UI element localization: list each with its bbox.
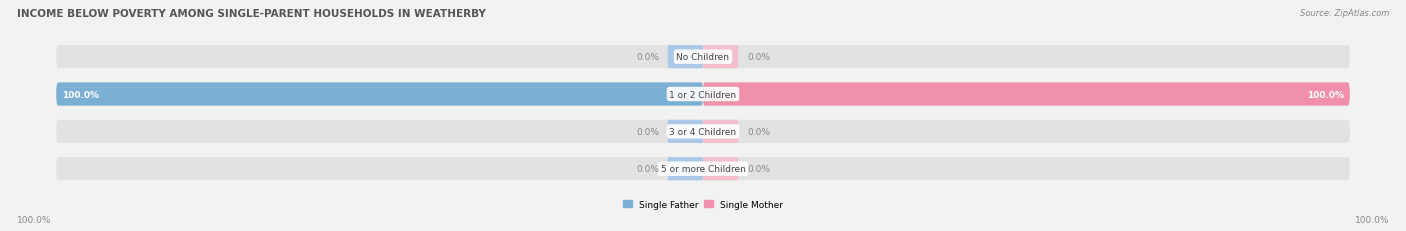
FancyBboxPatch shape	[668, 158, 703, 180]
Text: 0.0%: 0.0%	[747, 127, 770, 136]
Text: 100.0%: 100.0%	[62, 90, 98, 99]
Text: 0.0%: 0.0%	[747, 53, 770, 62]
Text: 0.0%: 0.0%	[636, 127, 659, 136]
Text: INCOME BELOW POVERTY AMONG SINGLE-PARENT HOUSEHOLDS IN WEATHERBY: INCOME BELOW POVERTY AMONG SINGLE-PARENT…	[17, 9, 485, 19]
Legend: Single Father, Single Mother: Single Father, Single Mother	[619, 196, 787, 212]
FancyBboxPatch shape	[56, 158, 1350, 180]
Text: 100.0%: 100.0%	[17, 215, 52, 224]
FancyBboxPatch shape	[56, 46, 1350, 69]
Bar	[45, 106, 1361, 120]
Text: 3 or 4 Children: 3 or 4 Children	[669, 127, 737, 136]
Bar	[45, 143, 1361, 158]
FancyBboxPatch shape	[703, 120, 738, 143]
Text: 5 or more Children: 5 or more Children	[661, 164, 745, 173]
Text: 100.0%: 100.0%	[1308, 90, 1344, 99]
Text: Source: ZipAtlas.com: Source: ZipAtlas.com	[1299, 9, 1389, 18]
Text: 100.0%: 100.0%	[1354, 215, 1389, 224]
FancyBboxPatch shape	[668, 46, 703, 69]
FancyBboxPatch shape	[56, 120, 1350, 143]
FancyBboxPatch shape	[703, 46, 738, 69]
Text: No Children: No Children	[676, 53, 730, 62]
Text: 1 or 2 Children: 1 or 2 Children	[669, 90, 737, 99]
FancyBboxPatch shape	[703, 158, 738, 180]
Bar	[45, 69, 1361, 83]
Text: 0.0%: 0.0%	[636, 53, 659, 62]
Text: 0.0%: 0.0%	[747, 164, 770, 173]
FancyBboxPatch shape	[56, 83, 703, 106]
FancyBboxPatch shape	[56, 83, 1350, 106]
FancyBboxPatch shape	[668, 120, 703, 143]
Text: 0.0%: 0.0%	[636, 164, 659, 173]
FancyBboxPatch shape	[703, 83, 1350, 106]
